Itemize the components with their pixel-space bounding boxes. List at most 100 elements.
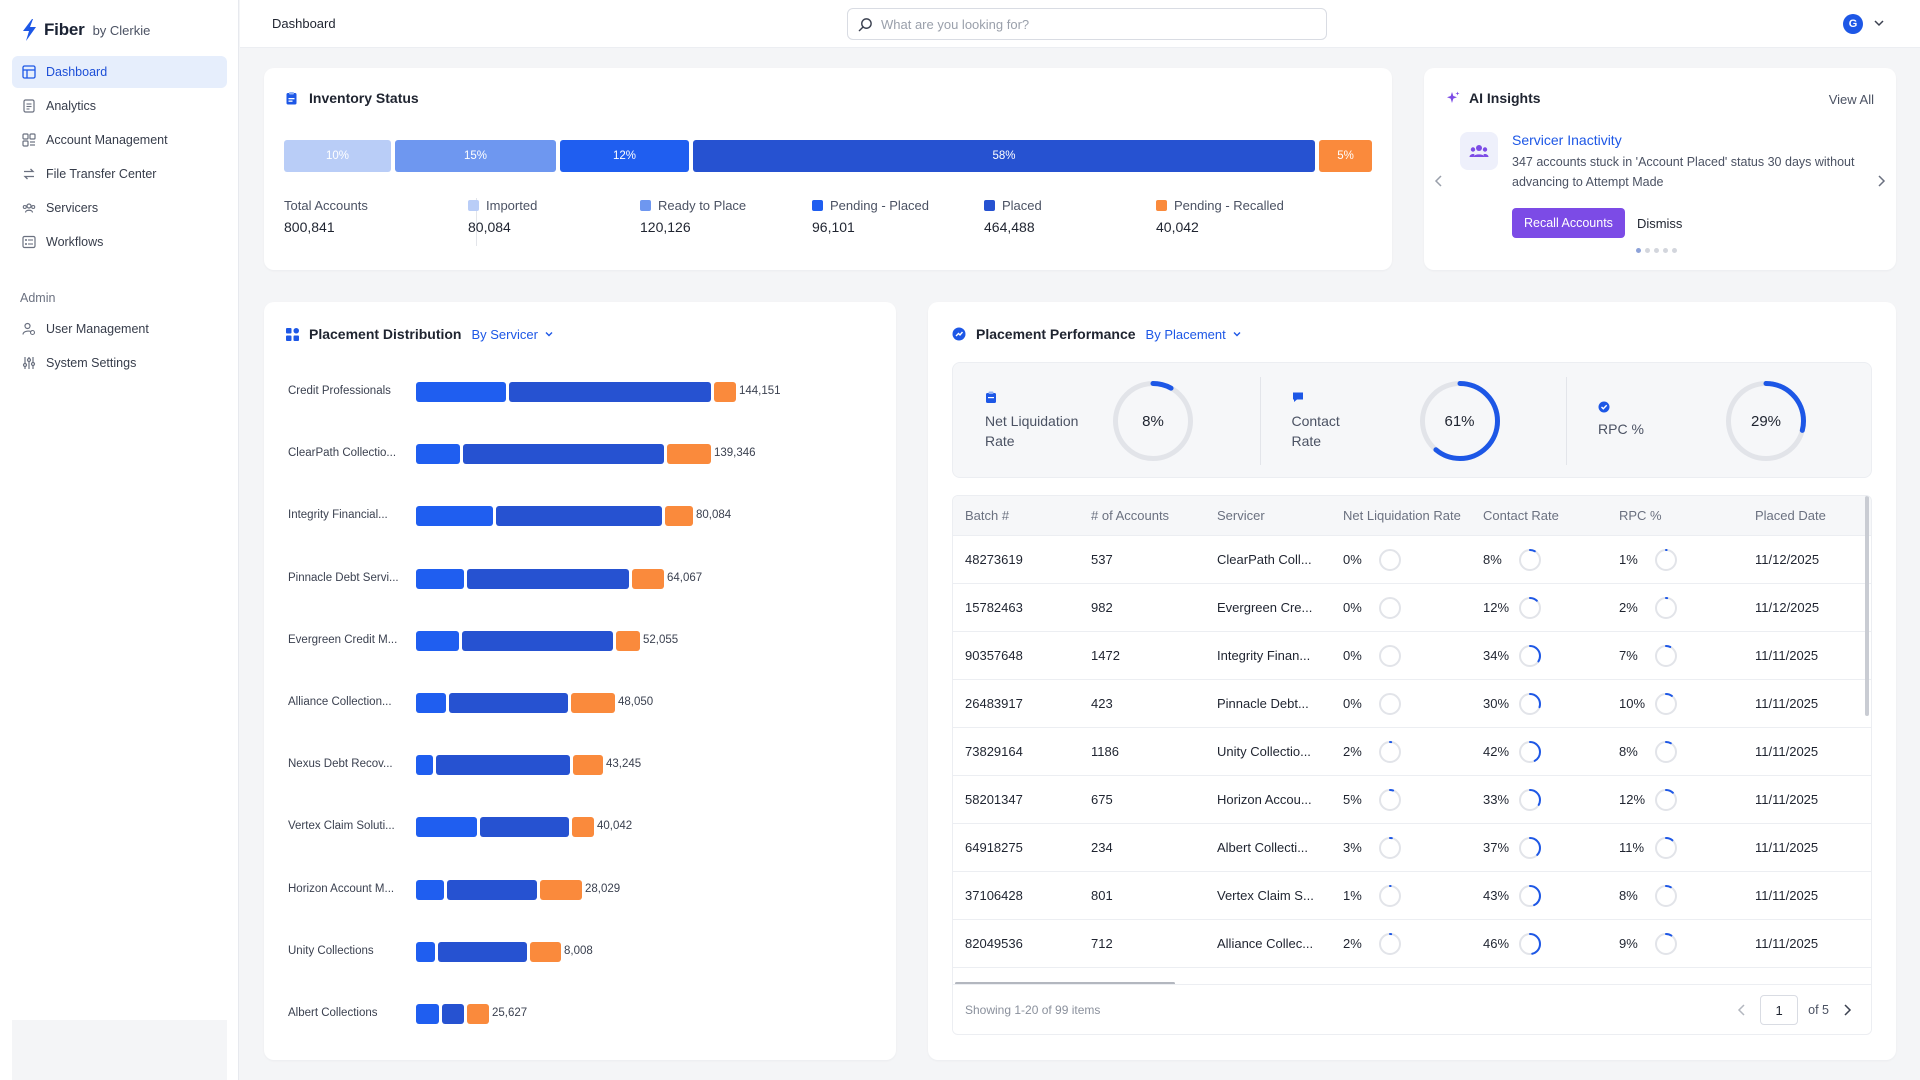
nav-item-file-transfer-center[interactable]: File Transfer Center: [12, 158, 227, 190]
table-row[interactable]: 73829164 1186 Unity Collectio... 2% 42% 8% 11/…: [953, 728, 1871, 776]
table-row[interactable]: 15782463 982 Evergreen Cre... 0% 12% 2% 11/12/…: [953, 584, 1871, 632]
distribution-row[interactable]: Horizon Account M... 28,029: [288, 879, 878, 900]
bar-pending-recalled[interactable]: [572, 817, 594, 838]
nav-item-system-settings[interactable]: System Settings: [12, 347, 227, 379]
search-box[interactable]: [847, 8, 1327, 40]
bar-pending-placed[interactable]: [416, 693, 446, 713]
search-input[interactable]: [881, 16, 1301, 32]
column-header[interactable]: # of Accounts: [1091, 508, 1170, 523]
bar-pending-recalled[interactable]: [665, 506, 693, 527]
carousel-dot[interactable]: [1654, 248, 1659, 253]
servicer-label: Horizon Account M...: [288, 882, 395, 895]
table-row[interactable]: 90357648 1472 Integrity Finan... 0% 34% 7% 11/…: [953, 632, 1871, 680]
distribution-row[interactable]: Integrity Financial... 80,084: [288, 506, 878, 527]
table-row[interactable]: 48273619 537 ClearPath Coll... 0% 8% 1% 11/12/…: [953, 536, 1871, 584]
distribution-row[interactable]: Alliance Collection... 48,050: [288, 693, 878, 713]
bar-pending-placed[interactable]: [416, 941, 435, 962]
column-header[interactable]: Batch #: [965, 508, 1010, 523]
distribution-row[interactable]: ClearPath Collectio... 139,346: [288, 444, 878, 465]
distribution-row[interactable]: Albert Collections 25,627: [288, 1004, 878, 1024]
column-header[interactable]: Servicer: [1217, 508, 1265, 523]
dismiss-button[interactable]: Dismiss: [1636, 215, 1683, 231]
bar-pending-recalled[interactable]: [540, 879, 582, 900]
prev-page-button[interactable]: [1734, 1002, 1750, 1018]
bar-pending-recalled[interactable]: [573, 755, 603, 776]
nav-item-servicers[interactable]: Servicers: [12, 192, 227, 224]
bar-pending-recalled[interactable]: [467, 1004, 489, 1024]
bar-pending-placed[interactable]: [416, 506, 493, 527]
inventory-segment[interactable]: 15%: [395, 140, 556, 172]
bar-placed[interactable]: [496, 506, 662, 527]
bar-placed[interactable]: [467, 568, 629, 589]
bar-placed[interactable]: [463, 444, 664, 465]
inventory-segment[interactable]: 10%: [284, 140, 391, 172]
brand-logo[interactable]: Fiber by Clerkie: [20, 18, 150, 42]
bar-placed[interactable]: [438, 941, 527, 962]
table-row[interactable]: 37106428 801 Vertex Claim S... 1% 43% 8% 11/11…: [953, 872, 1871, 920]
distribution-row[interactable]: Unity Collections 8,008: [288, 941, 878, 962]
vertical-scrollbar[interactable]: [1865, 496, 1869, 716]
nav-item-workflows[interactable]: Workflows: [12, 226, 227, 258]
bar-placed[interactable]: [509, 382, 711, 402]
bar-pending-placed[interactable]: [416, 1004, 439, 1024]
carousel-dot[interactable]: [1645, 248, 1650, 253]
carousel-dot[interactable]: [1672, 248, 1677, 253]
view-all-link[interactable]: View All: [1828, 92, 1874, 107]
kpi-value: 29%: [1750, 412, 1782, 430]
bar-placed[interactable]: [442, 1004, 464, 1024]
carousel-dot[interactable]: [1663, 248, 1668, 253]
bar-pending-placed[interactable]: [416, 817, 477, 838]
bar-placed[interactable]: [462, 630, 613, 651]
distribution-row[interactable]: Evergreen Credit M... 52,055: [288, 630, 878, 651]
bar-pending-recalled[interactable]: [667, 444, 711, 465]
nav-item-user-management[interactable]: User Management: [12, 313, 227, 345]
bar-placed[interactable]: [436, 755, 570, 776]
inventory-segment[interactable]: 58%: [693, 140, 1315, 172]
bar-pending-placed[interactable]: [416, 755, 433, 776]
bar-pending-recalled[interactable]: [714, 382, 736, 402]
bar-placed[interactable]: [447, 879, 537, 900]
bar-placed[interactable]: [480, 817, 569, 838]
column-header[interactable]: Net Liquidation Rate: [1343, 508, 1461, 523]
bar-pending-placed[interactable]: [416, 382, 506, 402]
recall-accounts-button[interactable]: Recall Accounts: [1512, 208, 1625, 238]
column-header[interactable]: Contact Rate: [1483, 508, 1559, 523]
next-page-button[interactable]: [1839, 1002, 1855, 1018]
avatar[interactable]: G: [1843, 14, 1863, 34]
servicer-dropdown[interactable]: By Servicer: [471, 327, 553, 342]
page-number-input[interactable]: [1760, 995, 1799, 1025]
placement-dropdown[interactable]: By Placement: [1146, 327, 1242, 342]
table-row[interactable]: 64918275 234 Albert Collecti... 3% 37% 11% 11/…: [953, 824, 1871, 872]
bar-pending-recalled[interactable]: [571, 693, 615, 713]
bar-pending-placed[interactable]: [416, 879, 444, 900]
nav-item-dashboard[interactable]: Dashboard: [12, 56, 227, 88]
distribution-row[interactable]: Pinnacle Debt Servi... 64,067: [288, 568, 878, 589]
bar-pending-recalled[interactable]: [632, 568, 664, 589]
legend-swatch: [640, 200, 651, 211]
mini-progress-ring: [1519, 885, 1541, 907]
distribution-row[interactable]: Nexus Debt Recov... 43,245: [288, 755, 878, 776]
horizontal-scrollbar[interactable]: [955, 982, 1175, 985]
carousel-dot[interactable]: [1636, 248, 1641, 253]
column-header[interactable]: Placed Date: [1755, 508, 1826, 523]
column-header[interactable]: RPC %: [1619, 508, 1662, 523]
bar-placed[interactable]: [449, 693, 568, 713]
chevron-down-icon[interactable]: [1873, 17, 1885, 29]
distribution-row[interactable]: Vertex Claim Soluti... 40,042: [288, 817, 878, 838]
table-row[interactable]: 82049536 712 Alliance Collec... 2% 46% 9% 11/1…: [953, 920, 1871, 968]
distribution-row[interactable]: Credit Professionals 144,151: [288, 382, 878, 402]
table-row[interactable]: 26483917 423 Pinnacle Debt... 0% 30% 10% 11/11…: [953, 680, 1871, 728]
chevron-left-icon[interactable]: [1432, 174, 1446, 188]
insight-title[interactable]: Servicer Inactivity: [1512, 132, 1622, 148]
bar-pending-recalled[interactable]: [616, 630, 640, 651]
bar-pending-placed[interactable]: [416, 630, 459, 651]
inventory-segment[interactable]: 12%: [560, 140, 689, 172]
inventory-segment[interactable]: 5%: [1319, 140, 1372, 172]
nav-item-analytics[interactable]: Analytics: [12, 90, 227, 122]
bar-pending-placed[interactable]: [416, 568, 464, 589]
chevron-right-icon[interactable]: [1874, 174, 1888, 188]
nav-item-account-management[interactable]: Account Management: [12, 124, 227, 156]
table-row[interactable]: 58201347 675 Horizon Accou... 5% 33% 12% 11/11…: [953, 776, 1871, 824]
bar-pending-recalled[interactable]: [530, 941, 561, 962]
bar-pending-placed[interactable]: [416, 444, 460, 465]
